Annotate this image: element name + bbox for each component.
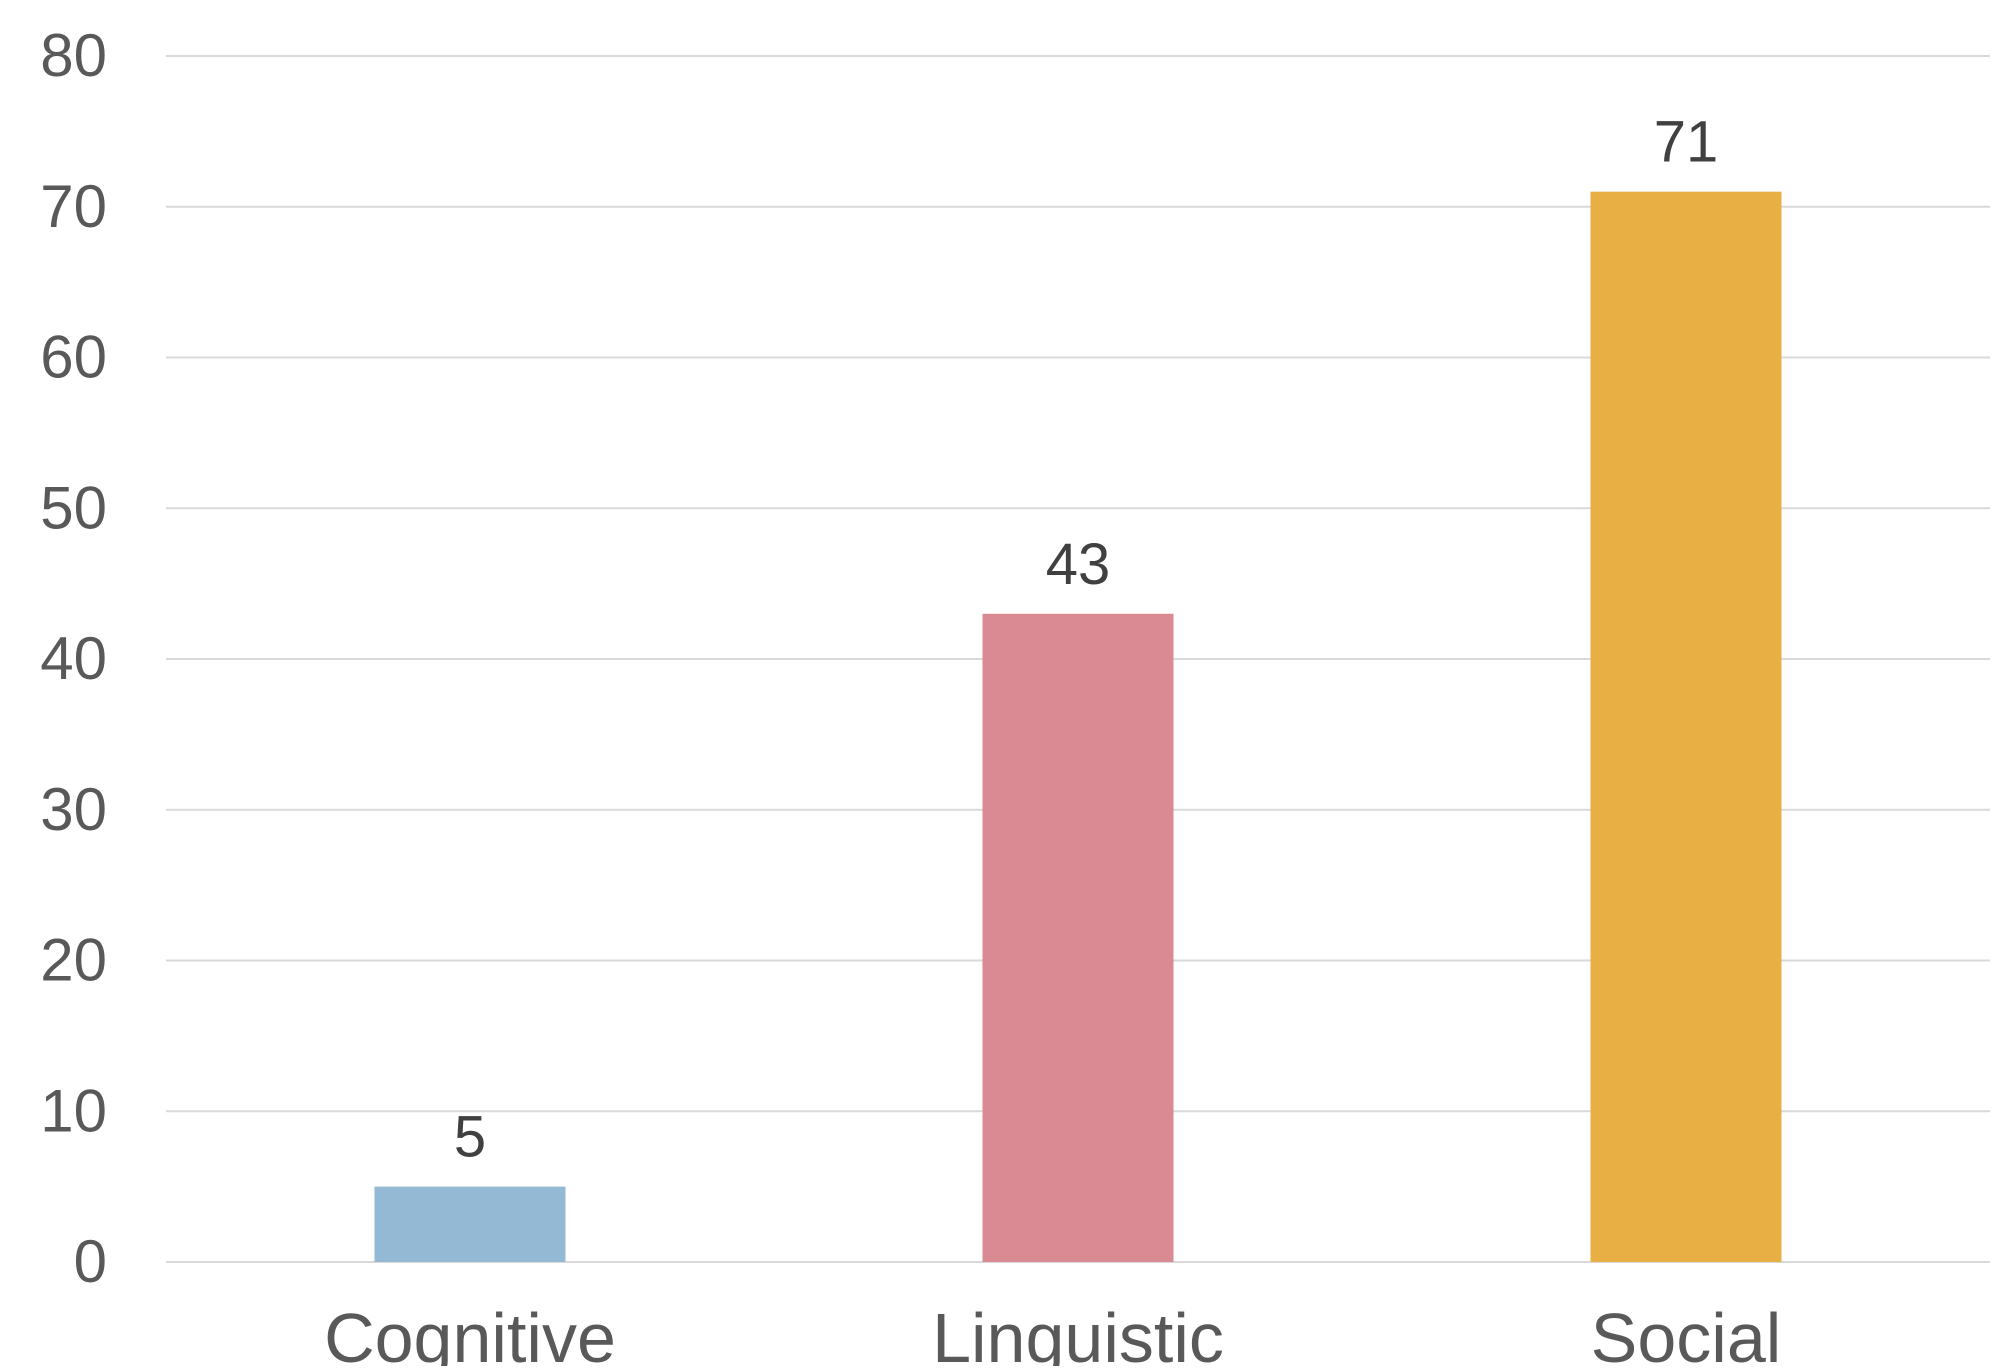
x-tick-label: Social	[1591, 1299, 1782, 1366]
y-axis-ticks: 0 10 20 30 40 50 60 70 80	[40, 22, 107, 1295]
y-tick-label: 60	[40, 324, 107, 391]
data-labels: 5 43 71	[454, 110, 1718, 1170]
bar-cognitive	[374, 1186, 566, 1262]
bars	[374, 191, 1782, 1262]
y-tick-label: 10	[40, 1077, 107, 1144]
x-axis-ticks: Cognitive Linguistic Social	[324, 1299, 1782, 1371]
y-tick-label: 0	[74, 1228, 107, 1295]
data-label: 71	[1654, 110, 1719, 175]
y-tick-label: 50	[40, 474, 107, 541]
y-tick-label: 40	[40, 625, 107, 692]
bar-social	[1590, 191, 1782, 1262]
y-tick-label: 20	[40, 927, 107, 994]
y-tick-label: 80	[40, 22, 107, 89]
y-tick-label: 70	[40, 173, 107, 240]
bar-linguistic	[982, 613, 1174, 1262]
data-label: 43	[1046, 532, 1111, 597]
x-tick-label: Cognitive	[324, 1299, 616, 1366]
data-label: 5	[454, 1105, 486, 1170]
x-tick-label: Linguistic	[932, 1299, 1224, 1366]
y-tick-label: 30	[40, 776, 107, 843]
